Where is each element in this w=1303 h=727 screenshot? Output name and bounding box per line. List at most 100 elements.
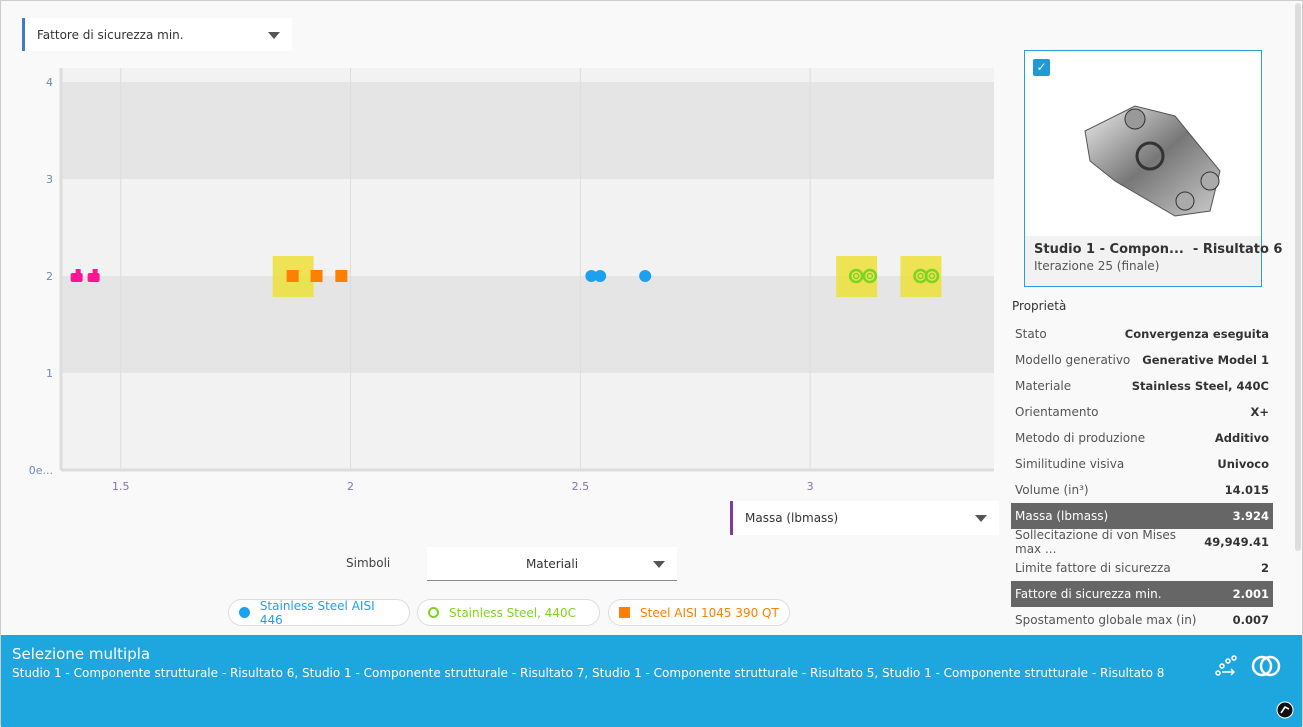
property-key: Sollecitazione di von Mises max ... — [1015, 528, 1176, 556]
property-row: Materiale Stainless Steel, 440C — [1011, 373, 1273, 399]
footer-title: Selezione multipla — [12, 645, 151, 663]
data-point[interactable] — [848, 268, 864, 284]
property-row: Fattore di sicurezza min. 2.001 — [1011, 581, 1273, 607]
data-point[interactable] — [639, 270, 652, 282]
property-value: Additivo — [1214, 431, 1269, 445]
data-point[interactable] — [286, 270, 299, 282]
result-card[interactable]: ✓ Studio 1 - Compon... - Risultato 6 Ite… — [1024, 50, 1283, 287]
ring-marker-inner — [917, 272, 924, 280]
x-tick-label: 2.5 — [572, 480, 590, 493]
property-value: 0.007 — [1232, 613, 1269, 627]
symbols-value: Materiali — [525, 556, 579, 571]
property-value: Convergenza eseguita — [1124, 327, 1269, 341]
selection-highlight — [836, 256, 878, 297]
property-value: 2.001 — [1232, 587, 1269, 601]
data-point[interactable] — [585, 270, 598, 282]
property-key: Materiale — [1015, 379, 1072, 393]
y-tick-label: 1 — [46, 367, 53, 380]
data-point[interactable] — [862, 268, 878, 284]
scrollbar[interactable] — [1295, 3, 1301, 551]
x-axis-value: Massa (lbmass) — [745, 511, 839, 525]
x-axis-dropdown[interactable]: Massa (lbmass) — [730, 501, 999, 535]
square-marker — [335, 270, 348, 282]
data-point[interactable] — [924, 268, 940, 284]
property-value: Univoco — [1217, 457, 1269, 471]
compare-path-icon[interactable] — [1214, 655, 1238, 679]
circle-marker — [585, 270, 598, 282]
y-axis-dropdown[interactable]: Fattore di sicurezza min. — [22, 18, 292, 51]
ring-marker — [862, 268, 878, 284]
property-value: Generative Model 1 — [1142, 353, 1269, 367]
property-row: Similitudine visiva Univoco — [1011, 451, 1273, 477]
chevron-down-icon — [653, 560, 665, 568]
card-title: Studio 1 - Compon... - Risultato 6 — [1034, 242, 1283, 257]
legend-item-aisi1045[interactable]: Steel AISI 1045 390 QT — [608, 599, 790, 626]
thumbs-up-icon — [70, 273, 83, 282]
selection-highlight — [900, 256, 942, 297]
property-row: Sollecitazione di von Mises max ... 49,94… — [1011, 528, 1273, 556]
assistant-icon[interactable] — [1276, 701, 1294, 719]
checkbox-checked-icon[interactable]: ✓ — [1033, 59, 1050, 76]
property-row: Stato Convergenza eseguita — [1011, 321, 1273, 347]
thumbs-up-icon-top — [92, 269, 98, 274]
data-point[interactable] — [335, 270, 348, 282]
property-row: Limite fattore di sicurezza 2 — [1011, 555, 1273, 581]
circle-marker — [639, 270, 652, 282]
property-value: 49,949.41 — [1204, 535, 1269, 549]
property-row: Orientamento X+ — [1011, 399, 1273, 425]
ring-marker-inner — [928, 272, 936, 280]
property-row: Metodo di produzione Additivo — [1011, 425, 1273, 451]
scatter-chart[interactable]: 1.5 2 2.5 3 0e... 1 2 3 4 — [1, 61, 1001, 501]
legend-item-440c[interactable]: Stainless Steel, 440C — [417, 599, 600, 626]
property-value: X+ — [1250, 405, 1269, 419]
footer-text: Studio 1 - Componente strutturale - Risu… — [12, 666, 1165, 680]
ring-marker — [924, 268, 940, 284]
property-key: Volume (in³) — [1015, 483, 1089, 497]
property-key: Modello generativo — [1015, 353, 1131, 367]
ring-icon — [428, 607, 439, 618]
square-icon — [619, 607, 630, 618]
property-key: Stato — [1015, 327, 1047, 341]
data-point[interactable] — [594, 270, 607, 282]
chevron-down-icon — [268, 31, 280, 39]
data-point[interactable] — [87, 269, 100, 282]
data-point[interactable] — [70, 269, 83, 282]
y-tick-label: 4 — [46, 76, 53, 89]
property-row: Modello generativo Generative Model 1 — [1011, 347, 1273, 373]
property-key: Metodo di produzione — [1015, 431, 1146, 445]
ring-marker — [848, 268, 864, 284]
property-value: Stainless Steel, 440C — [1131, 379, 1269, 393]
card-subtitle: Iterazione 25 (finale) — [1034, 259, 1160, 273]
property-key: Limite fattore di sicurezza — [1015, 561, 1171, 575]
overlap-icon[interactable] — [1251, 654, 1281, 678]
y-axis-value: Fattore di sicurezza min. — [37, 27, 184, 42]
y-tick-label: 3 — [46, 173, 53, 186]
selection-footer: Selezione multipla Studio 1 - Componente… — [1, 635, 1302, 727]
x-tick-label: 3 — [807, 480, 814, 493]
y-tick-label: 0e... — [29, 464, 53, 477]
square-marker — [286, 270, 299, 282]
data-point[interactable] — [310, 270, 323, 282]
property-key: Orientamento — [1015, 405, 1099, 419]
property-value: 2 — [1260, 561, 1269, 575]
band — [61, 82, 994, 179]
property-key: Spostamento globale max (in) — [1015, 613, 1197, 627]
property-key: Fattore di sicurezza min. — [1015, 587, 1162, 601]
property-value: 3.924 — [1232, 509, 1269, 523]
property-row: Spostamento globale max (in) 0.007 — [1011, 607, 1273, 633]
property-value: 14.015 — [1224, 483, 1269, 497]
symbols-dropdown[interactable]: Materiali — [427, 547, 677, 581]
part-thumbnail — [1084, 105, 1221, 217]
thumbs-up-icon — [87, 273, 100, 282]
circle-icon — [239, 607, 250, 618]
y-tick-label: 2 — [46, 270, 53, 283]
ring-marker-inner — [852, 272, 860, 280]
square-marker — [310, 270, 323, 282]
ring-marker-inner — [866, 272, 874, 280]
circle-marker — [594, 270, 607, 282]
thumbs-up-icon-top — [75, 269, 81, 274]
legend-item-aisi446[interactable]: Stainless Steel AISI 446 — [228, 599, 410, 627]
properties-panel: Proprietà Stato Convergenza eseguita Model… — [1011, 299, 1273, 633]
property-key: Similitudine visiva — [1015, 457, 1125, 471]
chevron-down-icon — [975, 515, 987, 522]
